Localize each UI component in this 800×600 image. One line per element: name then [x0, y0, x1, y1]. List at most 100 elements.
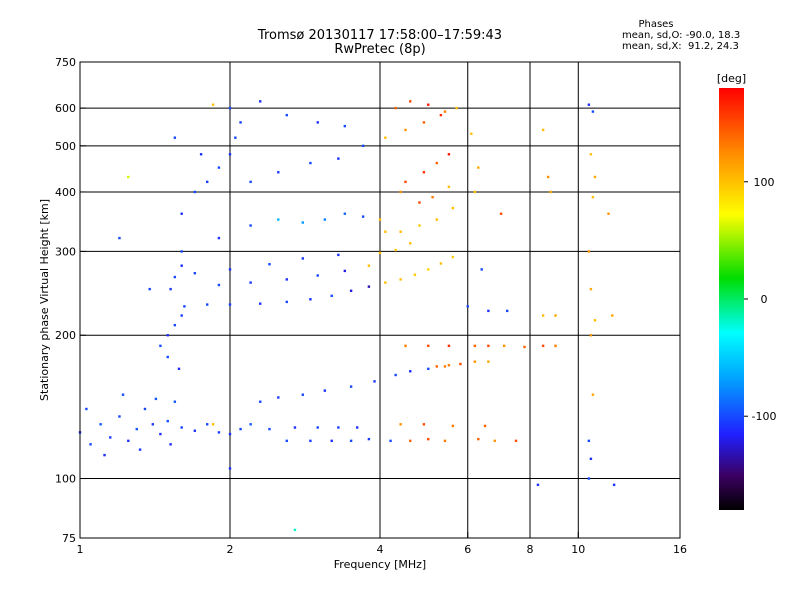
- data-point: [151, 423, 155, 426]
- data-point: [389, 439, 392, 443]
- data-point: [285, 278, 288, 281]
- data-point: [447, 344, 451, 348]
- data-point: [483, 424, 487, 428]
- data-point: [427, 437, 430, 441]
- x-tick-label: 16: [673, 543, 687, 556]
- data-point: [285, 113, 288, 117]
- data-point: [316, 274, 319, 277]
- data-point: [316, 121, 319, 124]
- data-point: [205, 303, 209, 306]
- y-ticks: 75 100 200 300 400 500 600 750: [55, 56, 86, 545]
- y-tick-label: 750: [55, 56, 76, 69]
- data-point: [435, 365, 438, 368]
- data-point: [455, 106, 458, 110]
- data-point: [330, 439, 333, 443]
- data-point: [587, 439, 591, 443]
- data-point: [587, 250, 591, 253]
- data-point: [427, 367, 430, 371]
- data-point: [367, 264, 371, 267]
- data-point: [487, 344, 490, 348]
- data-point: [459, 362, 462, 366]
- data-point: [205, 180, 209, 184]
- data-point: [249, 281, 252, 284]
- data-point: [439, 262, 443, 265]
- data-point: [473, 344, 477, 348]
- colorbar-tick-label: -100: [752, 410, 777, 423]
- data-point: [349, 385, 353, 388]
- data-point: [593, 319, 597, 322]
- data-point: [109, 436, 112, 439]
- data-point: [554, 314, 557, 317]
- data-point: [309, 161, 312, 165]
- data-point: [541, 128, 545, 132]
- data-point: [228, 268, 232, 271]
- data-point: [316, 426, 319, 429]
- data-point: [211, 423, 215, 426]
- data-point: [505, 309, 509, 313]
- data-point: [277, 171, 280, 174]
- data-point: [439, 113, 443, 117]
- data-point: [323, 389, 327, 392]
- x-tick-label: 4: [377, 543, 384, 556]
- data-point: [166, 419, 169, 423]
- y-tick-label: 300: [55, 245, 76, 258]
- data-point: [427, 268, 430, 271]
- y-tick-label: 500: [55, 140, 76, 153]
- data-point: [587, 477, 591, 480]
- data-point: [228, 153, 232, 156]
- data-point: [234, 136, 237, 139]
- data-point: [343, 124, 347, 128]
- colorbar-ticks: 100 0 -100: [744, 176, 776, 423]
- data-point: [355, 426, 359, 429]
- colorbar-tick-label: 100: [754, 176, 775, 189]
- data-point: [217, 236, 221, 240]
- data-point: [404, 344, 407, 348]
- data-point: [409, 242, 412, 245]
- data-point: [173, 400, 177, 403]
- data-point: [169, 287, 172, 291]
- data-point: [427, 103, 430, 106]
- data-point: [259, 400, 262, 403]
- data-point: [159, 432, 162, 436]
- data-point: [159, 344, 162, 348]
- data-point: [589, 457, 593, 461]
- data-point: [217, 283, 221, 287]
- data-point: [228, 303, 232, 306]
- data-point: [473, 360, 477, 363]
- data-point: [589, 287, 593, 291]
- data-point: [293, 426, 297, 429]
- x-axis-label: Frequency [MHz]: [334, 558, 426, 571]
- data-point: [399, 190, 402, 194]
- data-point: [180, 250, 183, 253]
- data-point: [349, 289, 353, 292]
- data-point: [499, 212, 503, 215]
- data-point: [487, 360, 490, 363]
- data-point: [487, 309, 490, 313]
- data-point: [378, 251, 382, 255]
- phases-line-x: mean, sd,X: 91.2, 24.3: [622, 41, 739, 52]
- data-point: [323, 218, 327, 221]
- data-point: [249, 423, 252, 426]
- colorbar-label: [deg]: [717, 72, 746, 85]
- data-point: [173, 275, 177, 279]
- y-tick-label: 400: [55, 186, 76, 199]
- data-point: [447, 364, 451, 367]
- data-point: [239, 121, 242, 124]
- data-point: [249, 224, 252, 227]
- data-point: [427, 344, 430, 348]
- data-point: [418, 201, 421, 204]
- data-point: [337, 426, 340, 429]
- data-point: [180, 426, 183, 429]
- y-axis-label: Stationary phase Virtual Height [km]: [38, 199, 51, 401]
- data-point: [301, 393, 305, 396]
- data-point: [277, 396, 280, 399]
- data-point: [349, 439, 353, 443]
- data-point: [169, 443, 172, 446]
- data-point: [422, 423, 426, 426]
- data-point: [228, 467, 232, 470]
- data-point: [180, 264, 183, 267]
- data-point: [173, 136, 177, 139]
- data-point: [502, 344, 506, 348]
- data-point: [404, 180, 407, 184]
